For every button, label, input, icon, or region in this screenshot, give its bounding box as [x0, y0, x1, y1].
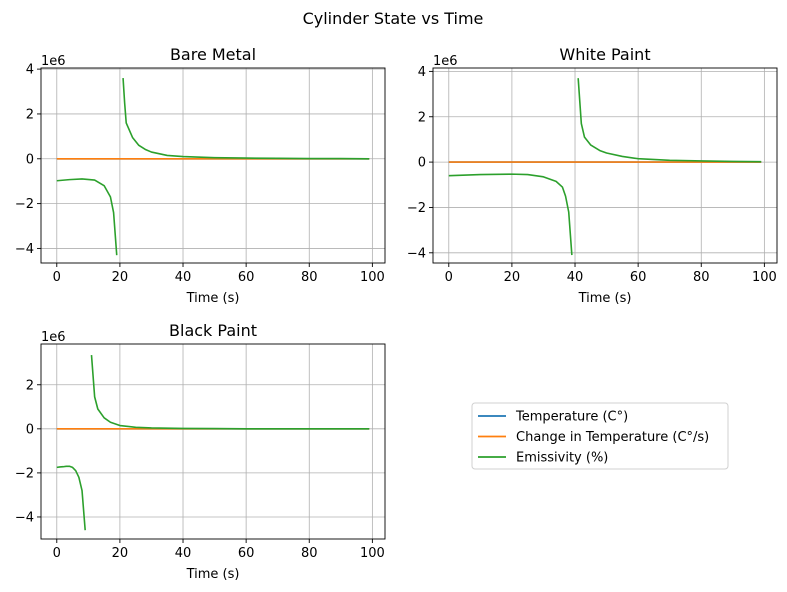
subplot-title: Black Paint	[169, 321, 257, 340]
x-tick-label: 20	[504, 270, 521, 285]
x-axis-label: Time (s)	[186, 567, 240, 582]
y-tick-label: −2	[407, 201, 426, 216]
x-tick-label: 100	[752, 270, 777, 285]
x-tick-label: 100	[360, 546, 385, 561]
y-offset-text: 1e6	[433, 54, 458, 69]
y-tick-label: 0	[26, 422, 34, 437]
x-tick-label: 60	[238, 270, 255, 285]
x-tick-label: 80	[693, 270, 710, 285]
x-tick-label: 80	[301, 546, 318, 561]
x-tick-label: 60	[630, 270, 647, 285]
series-line-3	[56, 78, 370, 256]
x-tick-label: 100	[360, 270, 385, 285]
x-tick-label: 80	[301, 270, 318, 285]
subplot-1: 0 20 40 60 80 100 −4 −2 0 2 4 1e6 Bare Metal Time (s)	[15, 45, 386, 306]
y-tick-label: −4	[15, 510, 34, 525]
axes-frame	[40, 67, 386, 264]
y-tick-label: 0	[26, 152, 34, 167]
axes-frame	[40, 343, 386, 540]
y-tick-label: 4	[26, 63, 34, 78]
y-tick-label: 4	[418, 65, 426, 80]
y-tick-label: −4	[407, 246, 426, 261]
x-tick-label: 0	[53, 270, 61, 285]
x-tick-label: 40	[175, 270, 192, 285]
x-tick-label: 40	[175, 546, 192, 561]
y-tick-label: −2	[15, 466, 34, 481]
axes-frame	[432, 67, 778, 264]
y-offset-text: 1e6	[41, 54, 66, 69]
y-tick-label: 2	[26, 107, 34, 122]
series-line-3	[448, 78, 762, 256]
subplot-title: Bare Metal	[170, 45, 256, 64]
x-tick-label: 20	[112, 546, 129, 561]
subplot-title: White Paint	[559, 45, 650, 64]
y-tick-label: 0	[418, 156, 426, 171]
series-line-3	[56, 354, 370, 531]
x-tick-label: 20	[112, 270, 129, 285]
y-tick-label: −2	[15, 197, 34, 212]
legend-label: Change in Temperature (C°/s)	[516, 430, 709, 445]
legend-frame	[471, 402, 729, 470]
y-tick-label: 2	[418, 110, 426, 125]
subplot-2: 0 20 40 60 80 100 −4 −2 0 2 4 1e6 White Paint Time (s…	[407, 45, 778, 306]
x-tick-label: 0	[445, 270, 453, 285]
legend: Temperature (C°) Change in Temperature (C…	[471, 402, 729, 470]
legend-label: Emissivity (%)	[516, 451, 608, 466]
x-tick-label: 60	[238, 546, 255, 561]
x-axis-label: Time (s)	[186, 291, 240, 306]
x-tick-label: 40	[567, 270, 584, 285]
y-tick-label: 2	[26, 378, 34, 393]
legend-label: Temperature (C°)	[515, 410, 628, 425]
subplot-3: 0 20 40 60 80 100 −4 −2 0 2 1e6 Black Paint Time (s)	[15, 321, 386, 582]
figure-suptitle: Cylinder State vs Time	[303, 9, 484, 28]
x-axis-label: Time (s)	[578, 291, 632, 306]
x-tick-label: 0	[53, 546, 61, 561]
y-offset-text: 1e6	[41, 330, 66, 345]
y-tick-label: −4	[15, 242, 34, 257]
